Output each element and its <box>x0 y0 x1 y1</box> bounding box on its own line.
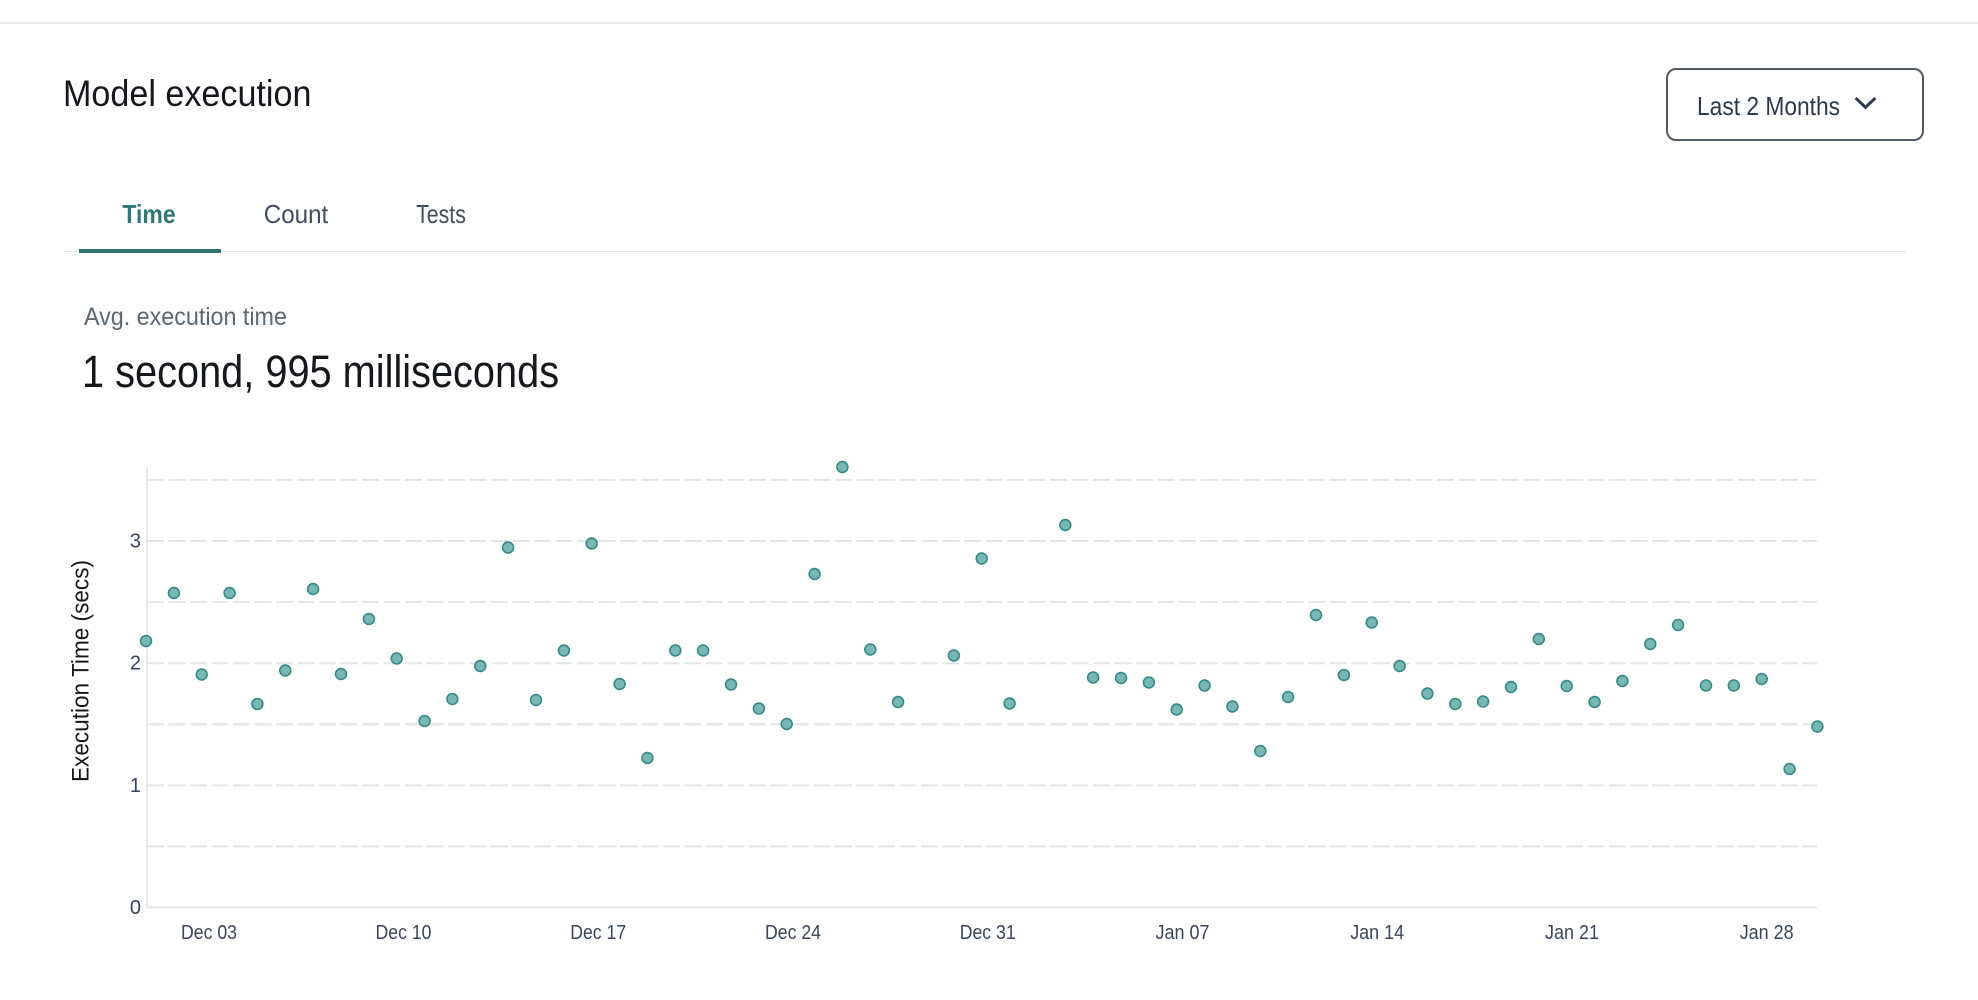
svg-text:Execution Time (secs): Execution Time (secs) <box>68 560 95 782</box>
svg-text:Dec 24: Dec 24 <box>765 922 821 944</box>
svg-text:1: 1 <box>130 775 141 797</box>
svg-text:0: 0 <box>130 897 141 919</box>
svg-text:Jan 14: Jan 14 <box>1350 922 1404 944</box>
svg-text:Jan 21: Jan 21 <box>1545 922 1599 944</box>
svg-text:Dec 10: Dec 10 <box>376 922 432 944</box>
svg-text:Dec 31: Dec 31 <box>960 922 1016 944</box>
svg-text:Jan 07: Jan 07 <box>1156 922 1210 944</box>
svg-text:3: 3 <box>130 531 141 553</box>
svg-text:Jan 28: Jan 28 <box>1740 922 1794 944</box>
svg-text:Dec 17: Dec 17 <box>570 922 626 944</box>
svg-text:2: 2 <box>130 653 141 675</box>
svg-text:Dec 03: Dec 03 <box>181 922 237 944</box>
